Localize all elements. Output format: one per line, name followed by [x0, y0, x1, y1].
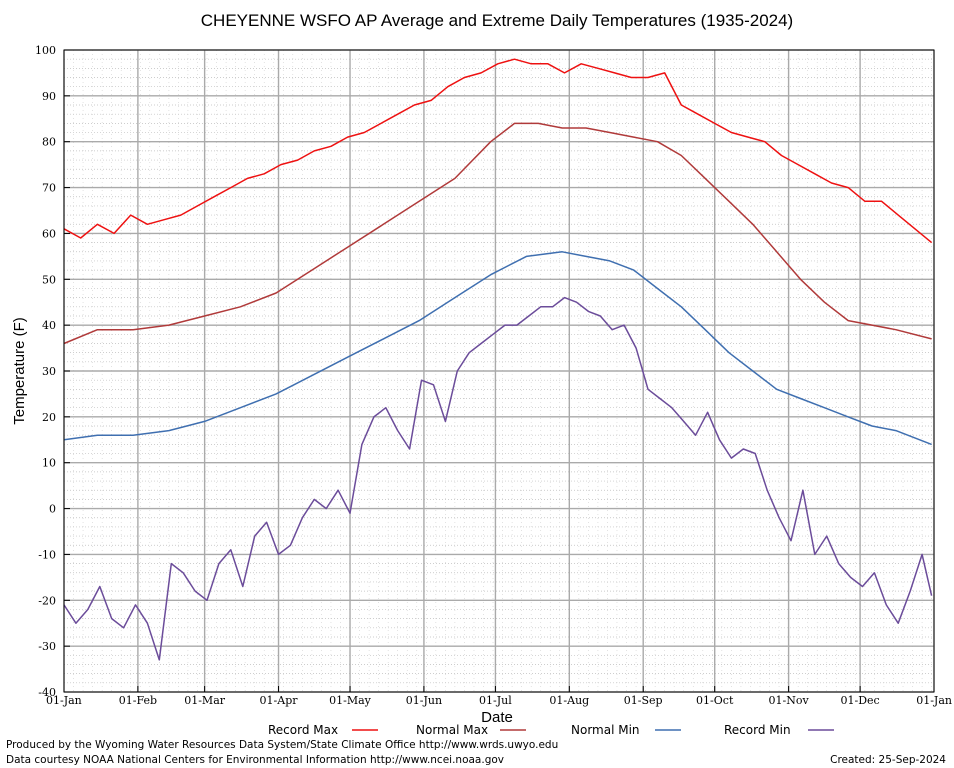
chart-title: CHEYENNE WSFO AP Average and Extreme Dai… [201, 11, 793, 30]
series-line-normal-min [63, 251, 932, 446]
legend-item-record-max: Record Max [268, 723, 378, 737]
y-tick-label: 70 [42, 182, 56, 195]
x-tick-label: 01-Aug [549, 694, 589, 707]
y-tick-label: 80 [42, 136, 56, 149]
series-line-record-max [63, 58, 933, 244]
y-tick-label: -30 [38, 640, 56, 653]
x-tick-label: 01-Apr [260, 694, 299, 707]
x-tick-label: 01-Oct [696, 694, 734, 707]
y-tick-label: 100 [35, 44, 56, 57]
x-tick-label: 01-Nov [769, 694, 810, 707]
y-tick-label: 30 [42, 365, 56, 378]
y-tick-label: 10 [42, 457, 56, 470]
x-tick-label: 01-Feb [119, 694, 157, 707]
x-tick-label: 01-Sep [624, 694, 663, 707]
y-tick-label: -20 [38, 594, 56, 607]
legend-label: Normal Max [416, 723, 488, 737]
footer-credit-line-2: Data courtesy NOAA National Centers for … [6, 754, 504, 766]
legend-label: Record Max [268, 723, 338, 737]
x-tick-label: 01-May [329, 694, 372, 707]
footer-credit-line-1: Produced by the Wyoming Water Resources … [6, 739, 558, 751]
x-tick-label: 01-Jun [406, 694, 442, 707]
legend-label: Normal Min [571, 723, 640, 737]
grid [63, 49, 935, 693]
y-tick-label: 40 [42, 319, 56, 332]
y-tick-label: 50 [42, 273, 56, 286]
y-tick-label: -40 [38, 686, 56, 699]
legend-item-record-min: Record Min [724, 723, 834, 737]
x-tick-label: 01-Jul [479, 694, 512, 707]
y-axis-ticks: -40 -30 -20 -10 0 10 20 30 40 50 60 70 80 90 100 [35, 44, 70, 699]
series-lines [63, 58, 933, 661]
series-line-normal-max [63, 122, 932, 345]
legend: Record Max Normal Max Normal Min Record Min [268, 723, 834, 737]
series-line-record-min [63, 296, 933, 661]
y-tick-label: 60 [42, 227, 56, 240]
y-tick-label: 90 [42, 90, 56, 103]
x-tick-label: 01-Dec [841, 694, 880, 707]
y-tick-label: -10 [38, 548, 56, 561]
legend-label: Record Min [724, 723, 791, 737]
x-axis-label: Date [481, 709, 513, 726]
footer-created-date: Created: 25-Sep-2024 [830, 754, 946, 766]
legend-item-normal-min: Normal Min [571, 723, 681, 737]
y-tick-label: 20 [42, 411, 56, 424]
x-tick-label: 01-Mar [184, 694, 226, 707]
y-tick-label: 0 [49, 503, 56, 516]
x-axis-ticks: 01-Jan 01-Feb 01-Mar 01-Apr 01-May 01-Jun 01-J… [46, 686, 952, 707]
legend-item-normal-max: Normal Max [416, 723, 526, 737]
x-tick-label: 01-Jan [916, 694, 952, 707]
y-axis-label: Temperature (F) [11, 317, 28, 425]
x-tick-label: 01-Jan [46, 694, 82, 707]
